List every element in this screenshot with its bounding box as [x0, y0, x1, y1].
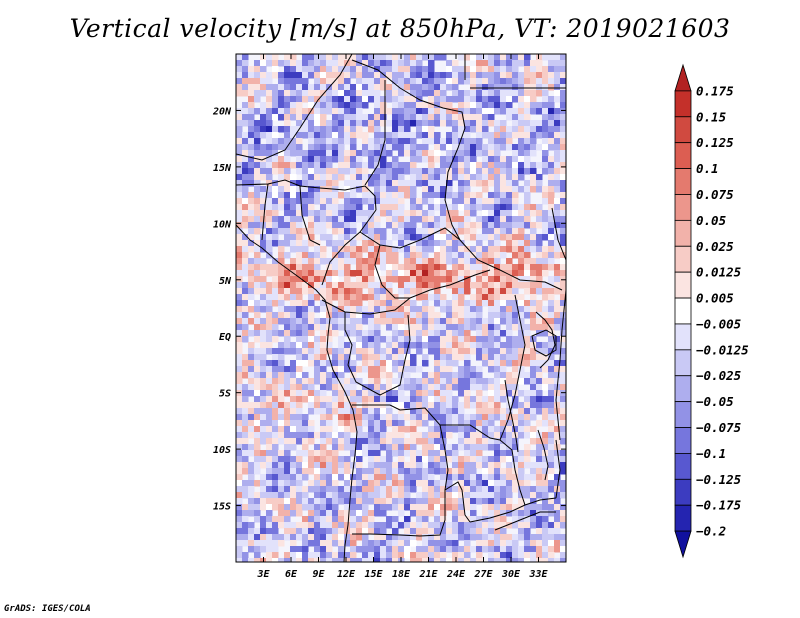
colorbar-label: 0.005	[696, 291, 734, 306]
lake-victoria	[531, 329, 557, 357]
border-segment	[351, 59, 466, 241]
colorbar-label: −0.175	[696, 498, 742, 513]
lake-tanganyika	[504, 379, 519, 453]
lon-tick-label: 24E	[446, 569, 466, 580]
colorbar-label: −0.0125	[696, 342, 749, 357]
lon-tick-label: 33E	[528, 569, 548, 580]
border-segment	[299, 185, 321, 246]
border-segment	[352, 404, 501, 441]
border-segment	[494, 511, 556, 531]
border-segment	[444, 481, 471, 523]
colorbar-swatch	[674, 116, 692, 144]
colorbar-label: 0.15	[696, 109, 727, 124]
colorbar-label: 0.125	[696, 135, 734, 150]
lat-tick-label: 15S	[213, 502, 231, 513]
colorbar-label: 0.05	[696, 213, 727, 228]
lat-tick-label: EQ	[219, 332, 231, 343]
colorbar-label: 0.175	[696, 83, 734, 98]
border-segment	[535, 311, 556, 369]
longitude-axis: 3E 6E 9E 12E 15E 18E 21E 24E 27E 30E 33E	[256, 54, 549, 580]
colorbar-swatch	[674, 271, 692, 299]
lat-tick-label: 15N	[213, 163, 232, 174]
country-borders	[236, 54, 566, 562]
lat-tick-label: 10N	[213, 219, 232, 230]
lon-tick-label: 6E	[285, 569, 298, 580]
lon-tick-label: 27E	[473, 569, 493, 580]
colorbar-label: −0.025	[696, 368, 742, 383]
border-segment	[499, 294, 526, 441]
colorbar-swatch	[674, 219, 692, 247]
colorbar-swatch	[674, 168, 692, 195]
colorbar-label: 0.1	[696, 161, 719, 176]
colorbar-swatch	[674, 453, 692, 480]
border-segment	[344, 312, 411, 396]
colorbar-swatch	[674, 63, 692, 92]
colorbar-label: −0.005	[696, 316, 742, 331]
colorbar-swatch	[674, 530, 692, 559]
lat-tick-label: 20N	[212, 106, 232, 117]
colorbar-label: 0.0125	[696, 265, 742, 280]
colorbar-swatch	[674, 375, 692, 403]
lon-tick-label: 3E	[256, 569, 270, 580]
colorbar-swatch	[674, 297, 692, 325]
border-segment	[236, 179, 377, 211]
colorbar-swatch	[674, 427, 692, 454]
colorbar-label: −0.1	[696, 446, 726, 461]
lon-tick-label: 21E	[418, 569, 438, 580]
colorbar-swatch	[674, 194, 692, 221]
latitude-axis: 20N 15N 10N 5N EQ 5S 10S 15S	[212, 106, 566, 513]
lon-tick-label: 30E	[501, 569, 521, 580]
border-segment	[321, 209, 377, 286]
colorbar-swatch	[674, 504, 692, 532]
coastline	[236, 224, 358, 562]
colorbar-label: −0.2	[696, 524, 726, 539]
border-segment	[352, 424, 449, 537]
grads-credit: GrADS: IGES/COLA	[4, 604, 91, 614]
colorbar-swatch	[674, 401, 692, 428]
colorbar-swatch	[674, 478, 692, 506]
border-segment	[551, 207, 566, 261]
colorbar-label: 0.025	[696, 239, 734, 254]
lat-tick-label: 5S	[219, 389, 231, 400]
colorbar-swatch	[674, 349, 692, 377]
coast-east	[555, 289, 566, 441]
lat-tick-label: 5N	[219, 276, 232, 287]
border-segment	[261, 183, 269, 241]
colorbar-swatch	[674, 245, 692, 273]
lon-tick-label: 9E	[312, 569, 325, 580]
colorbar-swatch	[674, 323, 692, 351]
colorbar-swatch	[674, 90, 692, 118]
lake-malawi	[537, 429, 549, 481]
colorbar-label: −0.075	[696, 420, 742, 435]
map-title: Vertical velocity [m/s] at 850hPa, VT: 2…	[69, 14, 731, 43]
vertical-velocity-field	[236, 54, 566, 562]
border-segment	[499, 439, 526, 506]
border-segment	[321, 297, 411, 315]
border-segment	[236, 54, 353, 161]
lon-tick-label: 12E	[337, 569, 356, 580]
border-segment	[364, 80, 386, 186]
lon-tick-label: 15E	[364, 569, 383, 580]
colorbar: 0.175 0.15 0.125 0.1 0.075 0.05 0.025 0.0125 0.0…	[674, 63, 749, 559]
colorbar-swatch	[674, 142, 692, 169]
lon-tick-label: 18E	[392, 569, 411, 580]
colorbar-label: 0.075	[696, 187, 734, 202]
colorbar-label: −0.125	[696, 472, 742, 487]
border-segment	[555, 439, 561, 499]
colorbar-label: −0.05	[696, 394, 734, 409]
border-segment	[469, 497, 557, 523]
lat-tick-label: 10S	[213, 445, 231, 456]
border-segment	[359, 227, 563, 291]
